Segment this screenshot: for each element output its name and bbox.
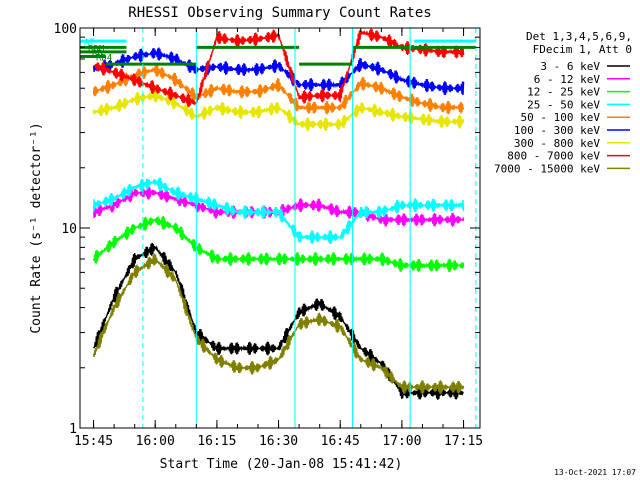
x-tick-label-2: 16:00 bbox=[136, 434, 175, 449]
legend-label-1: 3 - 6 keV bbox=[540, 60, 600, 73]
legend-label-8: 800 - 7000 keV bbox=[507, 150, 600, 163]
series-line-6 bbox=[92, 47, 465, 96]
legend-header-2: FDecim 1, Att 0 bbox=[533, 43, 632, 56]
flag-label-2: RDM bbox=[88, 44, 105, 54]
x-axis-label: Start Time (20-Jan-08 15:41:42) bbox=[160, 457, 403, 472]
y-tick-label-3: 100 bbox=[54, 22, 77, 37]
flag-label-1: AT bbox=[84, 38, 95, 48]
legend: Det 1,3,4,5,6,9, FDecim 1, Att 0 3 - 6 k… bbox=[494, 30, 632, 175]
x-tick-label-4: 16:30 bbox=[259, 434, 298, 449]
series-line-9 bbox=[92, 253, 465, 395]
legend-label-6: 100 - 300 keV bbox=[514, 124, 600, 137]
legend-label-4: 25 - 50 keV bbox=[527, 98, 600, 111]
x-tick-label-5: 16:45 bbox=[321, 434, 360, 449]
x-tick-label-3: 16:15 bbox=[197, 434, 236, 449]
legend-label-7: 300 - 800 keV bbox=[514, 137, 600, 150]
y-axis-ticks: 1 10 100 bbox=[54, 22, 480, 437]
footer-timestamp: 13-Oct-2021 17:07 bbox=[554, 468, 636, 477]
y-tick-label-1: 1 bbox=[69, 422, 77, 437]
legend-label-2: 6 - 12 keV bbox=[534, 73, 601, 86]
series-line-4 bbox=[92, 177, 465, 245]
chart-title: RHESSI Observing Summary Count Rates bbox=[128, 5, 431, 21]
x-tick-label-7: 17:15 bbox=[444, 434, 483, 449]
x-axis-ticks: 15:45 16:00 16:15 16:30 16:45 17:00 17:15 bbox=[74, 28, 483, 449]
legend-label-3: 12 - 25 keV bbox=[527, 86, 600, 99]
x-tick-label-1: 15:45 bbox=[74, 434, 113, 449]
legend-label-5: 50 - 100 keV bbox=[521, 111, 601, 124]
series-line-3 bbox=[92, 215, 465, 273]
flag-label-3: RD bbox=[92, 49, 103, 59]
plot-area bbox=[92, 28, 465, 400]
legend-header-1: Det 1,3,4,5,6,9, bbox=[526, 30, 632, 43]
series-line-1 bbox=[93, 242, 464, 400]
legend-label-9: 7000 - 15000 keV bbox=[494, 162, 600, 175]
y-tick-label-2: 10 bbox=[61, 222, 77, 237]
x-tick-label-6: 17:00 bbox=[382, 434, 421, 449]
series-line-7 bbox=[92, 88, 465, 132]
flag-label-4: RD4 bbox=[96, 54, 112, 64]
series-line-5 bbox=[92, 63, 465, 115]
y-axis-label: Count Rate (s⁻¹ detector⁻¹) bbox=[29, 122, 44, 333]
